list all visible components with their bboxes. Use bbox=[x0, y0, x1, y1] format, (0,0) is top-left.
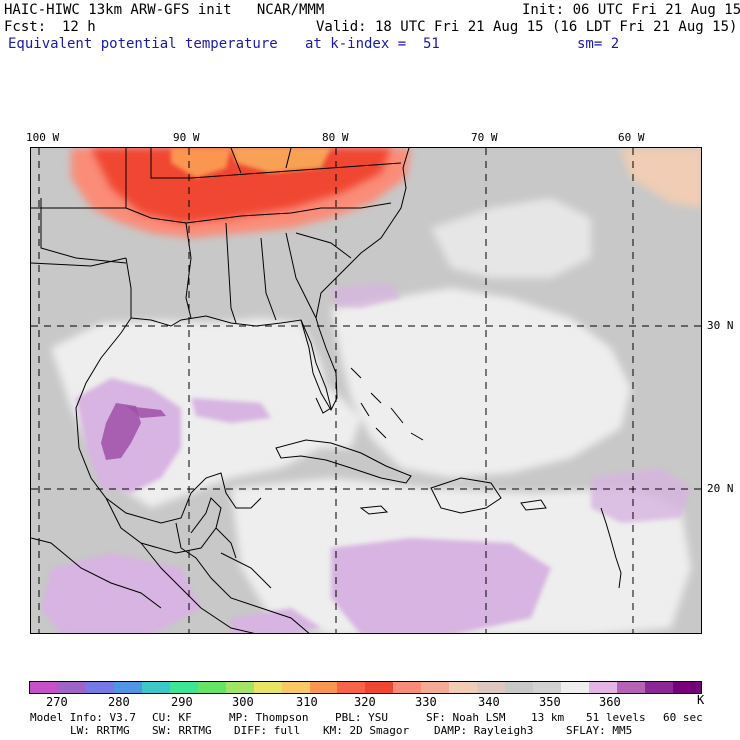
colorbar-swatch-21 bbox=[617, 682, 645, 693]
colorbar-swatch-23 bbox=[672, 682, 701, 693]
colorbar-label-300: 300 bbox=[232, 695, 254, 709]
model-title: HAIC-HIWC 13km ARW-GFS init NCAR/MMM bbox=[4, 2, 325, 18]
colorbar-swatch-10 bbox=[309, 682, 338, 693]
colorbar-swatch-11 bbox=[337, 682, 366, 693]
theta-e-max-core bbox=[101, 403, 141, 460]
hot-northern-band bbox=[71, 148, 411, 238]
colorbar-label-340: 340 bbox=[478, 695, 500, 709]
forecast-hour: 12 h bbox=[62, 19, 96, 35]
footer-mp: MP: Thompson bbox=[229, 711, 309, 724]
lon-label-90w: 90 W bbox=[173, 131, 200, 144]
colorbar bbox=[29, 681, 702, 694]
colorbar-swatch-9 bbox=[281, 682, 310, 693]
colorbar-swatch-1 bbox=[57, 682, 86, 693]
colorbar-swatch-16 bbox=[477, 682, 506, 693]
colorbar-label-320: 320 bbox=[354, 695, 376, 709]
colorbar-swatch-4 bbox=[141, 682, 170, 693]
colorbar-swatch-13 bbox=[393, 682, 422, 693]
colorbar-swatch-18 bbox=[533, 682, 562, 693]
footer-levels: 51 levels bbox=[586, 711, 646, 724]
footer-pbl: PBL: YSU bbox=[335, 711, 388, 724]
colorbar-swatch-8 bbox=[253, 682, 282, 693]
colorbar-swatch-2 bbox=[85, 682, 114, 693]
lat-lon-grid bbox=[31, 148, 701, 633]
colorbar-swatch-3 bbox=[113, 682, 142, 693]
lon-label-100w: 100 W bbox=[26, 131, 60, 144]
level-info: at k-index = 51 bbox=[305, 36, 440, 52]
colorbar-swatch-7 bbox=[225, 682, 254, 693]
colorbar-label-270: 270 bbox=[46, 695, 68, 709]
lat-label-30n: 30 N bbox=[707, 319, 734, 332]
colorbar-swatch-22 bbox=[644, 682, 673, 693]
colorbar-swatch-17 bbox=[505, 682, 534, 693]
colorbar-label-350: 350 bbox=[539, 695, 561, 709]
warm-ne-region bbox=[621, 148, 701, 208]
colorbar-unit: K bbox=[697, 693, 705, 707]
footer-diff: DIFF: full bbox=[234, 724, 301, 737]
colorbar-swatch-6 bbox=[197, 682, 226, 693]
colorbar-label-360: 360 bbox=[599, 695, 621, 709]
footer-model-info: Model Info: V3.7 bbox=[30, 711, 136, 724]
valid-time: Valid: 18 UTC Fri 21 Aug 15 (16 LDT Fri … bbox=[316, 19, 738, 35]
lon-label-70w: 70 W bbox=[471, 131, 498, 144]
colorbar-swatch-20 bbox=[589, 682, 618, 693]
colorbar-swatch-15 bbox=[449, 682, 478, 693]
map-svg bbox=[31, 148, 701, 633]
colorbar-label-280: 280 bbox=[108, 695, 130, 709]
weather-map bbox=[30, 147, 702, 634]
footer-sflay: SFLAY: MM5 bbox=[566, 724, 633, 737]
init-time: Init: 06 UTC Fri 21 Aug 15 bbox=[522, 2, 740, 18]
colorbar-swatch-14 bbox=[421, 682, 450, 693]
colorbar-swatch-12 bbox=[365, 682, 394, 693]
colorbar-label-290: 290 bbox=[171, 695, 193, 709]
smoothing-info: sm= 2 bbox=[577, 36, 620, 52]
footer-resolution: 13 km bbox=[531, 711, 565, 724]
colorbar-label-330: 330 bbox=[415, 695, 437, 709]
forecast-label: Fcst: bbox=[4, 19, 47, 35]
lat-label-20n: 20 N bbox=[707, 482, 734, 495]
colorbar-swatch-19 bbox=[561, 682, 590, 693]
colorbar-swatch-0 bbox=[30, 682, 58, 693]
field-name: Equivalent potential temperature bbox=[8, 36, 278, 52]
footer-sw: SW: RRTMG bbox=[152, 724, 212, 737]
footer-cu: CU: KF bbox=[152, 711, 192, 724]
colorbar-label-310: 310 bbox=[296, 695, 318, 709]
coastlines bbox=[31, 148, 622, 633]
theta-e-high-region bbox=[41, 283, 691, 633]
theta-e-max-core-2 bbox=[126, 406, 166, 418]
colorbar-swatch-5 bbox=[169, 682, 198, 693]
lon-label-80w: 80 W bbox=[322, 131, 349, 144]
lon-label-60w: 60 W bbox=[618, 131, 645, 144]
footer-timestep: 60 sec bbox=[663, 711, 703, 724]
footer-km: KM: 2D Smagor bbox=[323, 724, 410, 737]
footer-lw: LW: RRTMG bbox=[70, 724, 130, 737]
footer-damp: DAMP: Rayleigh3 bbox=[434, 724, 534, 737]
footer-sf: SF: Noah LSM bbox=[426, 711, 506, 724]
